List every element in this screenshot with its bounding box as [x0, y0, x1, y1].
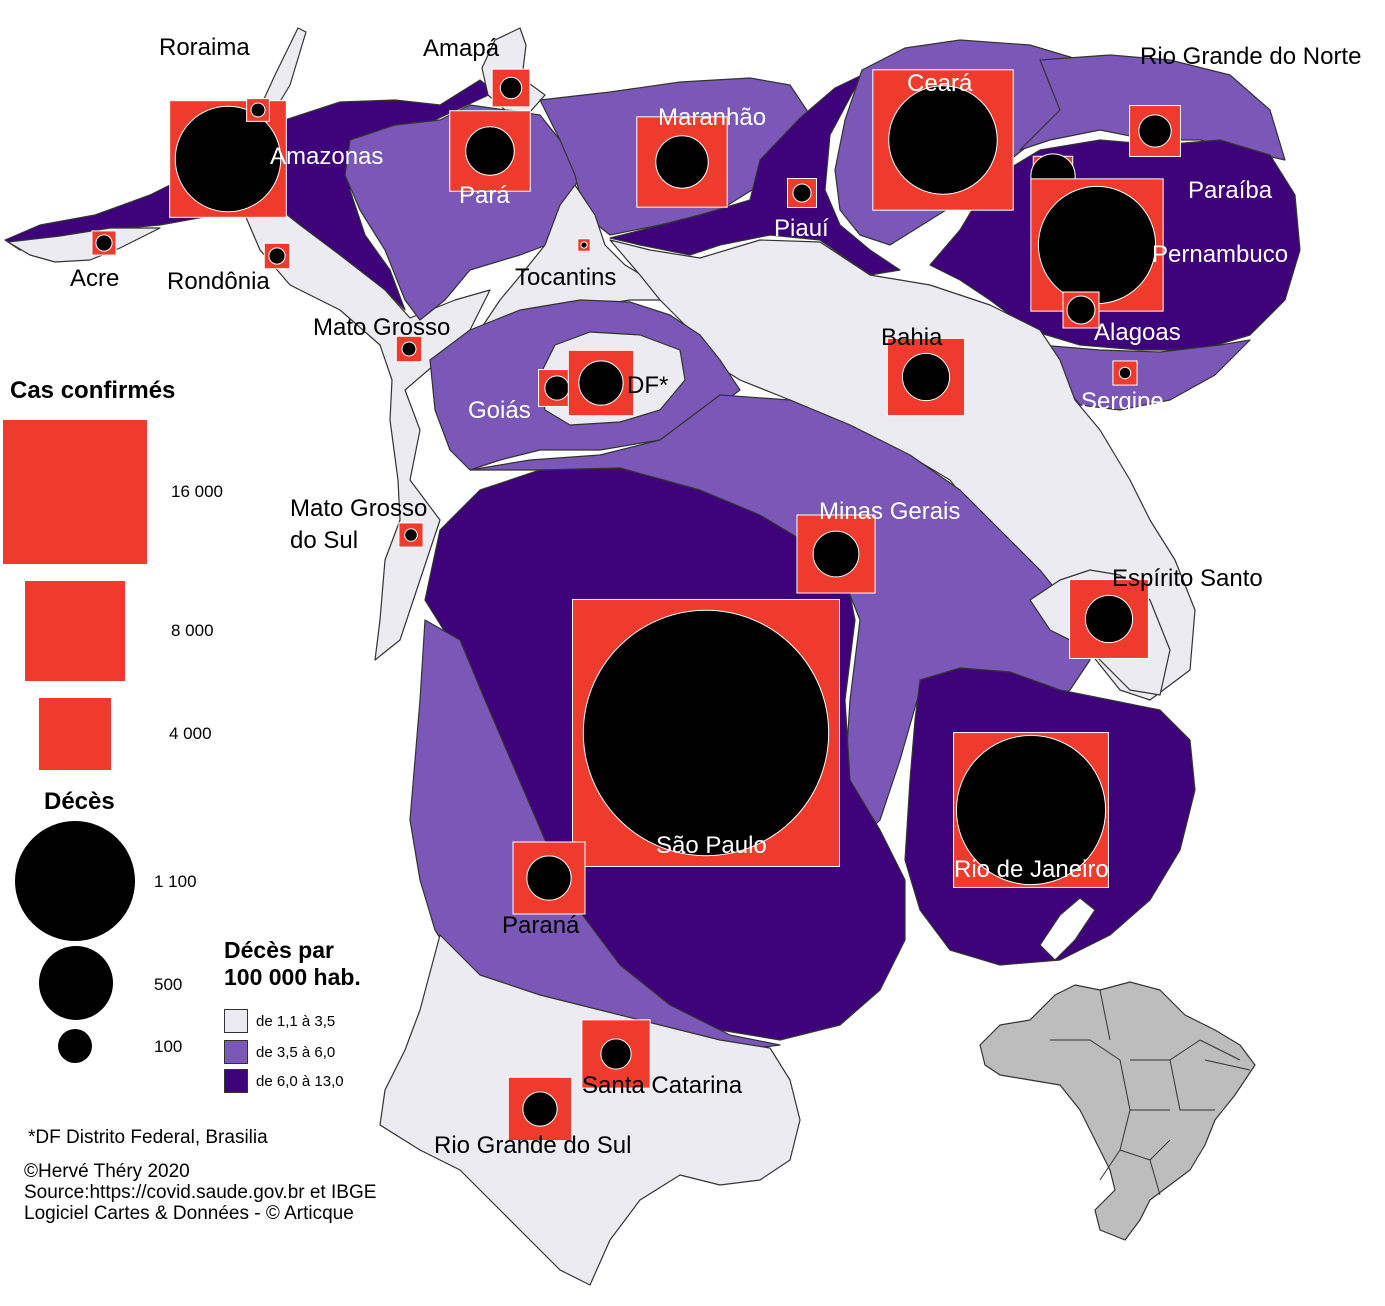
state-label-mato-grosso-do-sul-line1: Mato Grosso: [290, 495, 427, 522]
state-label-pernambuco: Pernambuco: [1152, 241, 1288, 268]
state-label-amazonas: Amazonas: [270, 143, 383, 170]
legend-deaths-title: Décès: [44, 788, 115, 815]
legend-rate-label-high: de 6,0 à 13,0: [256, 1072, 344, 1090]
state-label-rio-grande-do-sul: Rio Grande do Sul: [434, 1132, 631, 1159]
region-rj-bay: [1039, 897, 1096, 961]
state-label-santa-catarina: Santa Catarina: [582, 1072, 743, 1099]
state-label-tocantins: Tocantins: [515, 264, 616, 291]
death-circle-minas-gerais: [812, 530, 860, 578]
death-circle-espirito-santo: [1084, 594, 1134, 644]
label-layer: Amazonas Roraima Acre Rondônia Amapá Pará Mara…: [70, 34, 1361, 1159]
death-circle-santa-catarina: [600, 1038, 632, 1070]
locator-minimap: [979, 981, 1256, 1241]
legend-deaths-value-2: 500: [154, 975, 183, 994]
state-label-sergipe: Sergipe: [1081, 388, 1164, 415]
legend-rate-title-line2: 100 000 hab.: [224, 964, 361, 990]
state-label-roraima: Roraima: [159, 34, 250, 61]
death-circle-ceara: [888, 85, 998, 195]
footnote-df: *DF Distrito Federal, Brasilia: [28, 1127, 268, 1148]
death-circle-sao-paulo: [582, 609, 830, 857]
legend-cases-value-1: 16 000: [171, 482, 223, 501]
legend-cases-value-3: 4 000: [169, 724, 212, 743]
legend-case-square-medium: [25, 581, 125, 681]
death-circle-amazonas: [174, 105, 282, 213]
legend-rate-row-high: de 6,0 à 13,0: [224, 1068, 344, 1094]
death-circle-sergipe: [1118, 366, 1132, 380]
region-sc-rs: [379, 934, 801, 1286]
death-circle-roraima: [250, 102, 266, 118]
state-label-mato-grosso: Mato Grosso: [313, 314, 450, 341]
death-circle-tocantins: [580, 241, 588, 249]
death-circle-acre: [95, 234, 113, 252]
death-circle-amapa: [499, 76, 523, 100]
state-label-paraiba: Paraíba: [1188, 177, 1273, 204]
state-label-minas-gerais: Minas Gerais: [819, 498, 960, 525]
death-circle-mato-grosso-do-sul: [404, 528, 418, 542]
state-label-sao-paulo: São Paulo: [656, 832, 767, 859]
death-circle-rio-de-janeiro: [955, 734, 1107, 886]
death-circle-goias: [544, 375, 570, 401]
death-circle-para: [465, 126, 515, 176]
legend-rate-label-low: de 1,1 à 3,5: [256, 1012, 336, 1030]
state-label-espirito-santo: Espírito Santo: [1112, 565, 1263, 592]
state-label-para: Pará: [459, 182, 510, 209]
state-label-goias: Goiás: [468, 397, 531, 424]
death-circle-maranhao: [655, 135, 709, 189]
credit-source: Source:https://covid.saude.gov.br et IBG…: [24, 1182, 377, 1203]
state-label-ceara: Ceará: [907, 70, 973, 97]
death-circle-pernambuco: [1037, 185, 1157, 305]
death-circle-rio-grande-do-sul: [522, 1091, 558, 1127]
legend-cases-title: Cas confirmés: [10, 377, 176, 404]
legend-case-square-large: [3, 420, 147, 564]
legend-rate-swatch-mid: [224, 1040, 248, 1064]
death-circle-piaui: [792, 183, 812, 203]
legend-deaths-value-1: 1 100: [154, 872, 197, 891]
state-label-parana: Paraná: [502, 912, 580, 939]
state-label-rio-de-janeiro: Rio de Janeiro: [954, 856, 1109, 883]
state-label-rio-grande-do-norte: Rio Grande do Norte: [1140, 43, 1361, 70]
legend-death-circle-large: [15, 821, 135, 941]
death-circle-mato-grosso: [401, 341, 417, 357]
legend-death-circle-small: [58, 1029, 92, 1063]
legend-death-circle-medium: [39, 946, 113, 1020]
death-circle-parana: [526, 855, 572, 901]
legend-rate-swatch-low: [224, 1009, 248, 1033]
death-circle-rio-grande-do-norte: [1138, 114, 1172, 148]
legend-cases-value-2: 8 000: [171, 621, 214, 640]
death-circle-alagoas: [1066, 295, 1096, 325]
state-label-alagoas: Alagoas: [1094, 319, 1181, 346]
death-circle-bahia: [901, 352, 951, 402]
death-circle-df: [578, 360, 624, 406]
state-label-rondonia: Rondônia: [167, 268, 270, 295]
state-label-df: DF*: [627, 372, 668, 399]
region-rondonia-mt-ms: [231, 184, 491, 661]
state-label-mato-grosso-do-sul-line2: do Sul: [290, 527, 358, 554]
legend-rate-row-low: de 1,1 à 3,5: [224, 1008, 335, 1034]
minimap-shape: [979, 981, 1256, 1241]
state-label-amapa: Amapá: [423, 35, 500, 62]
state-label-maranhao: Maranhão: [658, 104, 766, 131]
state-label-bahia: Bahia: [881, 324, 943, 351]
symbol-layer: [91, 68, 1181, 1142]
state-label-acre: Acre: [70, 265, 119, 292]
credit-software: Logiciel Cartes & Données - © Articque: [24, 1203, 354, 1224]
state-label-piaui: Piauí: [774, 215, 829, 242]
death-circle-rondonia: [268, 247, 286, 265]
legend-rate-row-mid: de 3,5 à 6,0: [224, 1039, 335, 1065]
region-acre: [7, 227, 161, 263]
legend-rate-label-mid: de 3,5 à 6,0: [256, 1043, 336, 1061]
legend-case-square-small: [39, 698, 111, 770]
legend-rate-swatch-high: [224, 1069, 248, 1093]
legend-rate-title-line1: Décès par: [224, 937, 334, 963]
legend-deaths-value-3: 100: [154, 1037, 183, 1056]
credit-author: ©Hervé Théry 2020: [24, 1161, 190, 1182]
